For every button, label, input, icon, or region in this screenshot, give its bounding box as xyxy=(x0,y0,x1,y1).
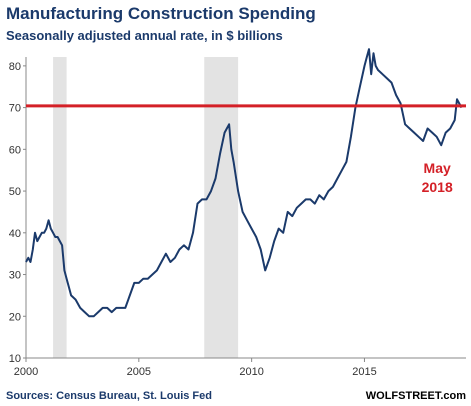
y-tick-label: 30 xyxy=(9,270,21,282)
annotation-label: 2018 xyxy=(422,179,453,195)
brand-label: WOLFSTREET.com xyxy=(366,390,466,402)
annotation-label: May xyxy=(424,160,451,176)
x-tick-label: 2015 xyxy=(352,366,376,378)
recession-band xyxy=(204,57,239,358)
x-tick-label: 2010 xyxy=(239,366,263,378)
y-axis-ticks: 10 20 30 40 50 60 70 80 xyxy=(9,61,26,365)
source-note: Sources: Census Bureau, St. Louis Fed xyxy=(6,390,212,402)
y-tick-label: 40 xyxy=(9,228,21,240)
x-axis-ticks: 2000 2005 2010 2015 xyxy=(14,358,377,378)
chart-subtitle: Seasonally adjusted annual rate, in $ bi… xyxy=(6,28,283,43)
chart-title: Manufacturing Construction Spending xyxy=(6,4,316,23)
y-tick-label: 70 xyxy=(9,103,21,115)
recession-bands xyxy=(53,57,239,358)
annotations: Jun2015May2018 xyxy=(354,0,453,195)
y-tick-label: 10 xyxy=(9,353,21,365)
x-tick-label: 2000 xyxy=(14,366,38,378)
y-tick-label: 50 xyxy=(9,186,21,198)
series-line xyxy=(25,48,463,318)
recession-band xyxy=(53,57,67,358)
x-tick-label: 2005 xyxy=(127,366,151,378)
y-tick-label: 60 xyxy=(9,144,21,156)
y-tick-label: 20 xyxy=(9,311,21,323)
y-tick-label: 80 xyxy=(9,61,21,73)
